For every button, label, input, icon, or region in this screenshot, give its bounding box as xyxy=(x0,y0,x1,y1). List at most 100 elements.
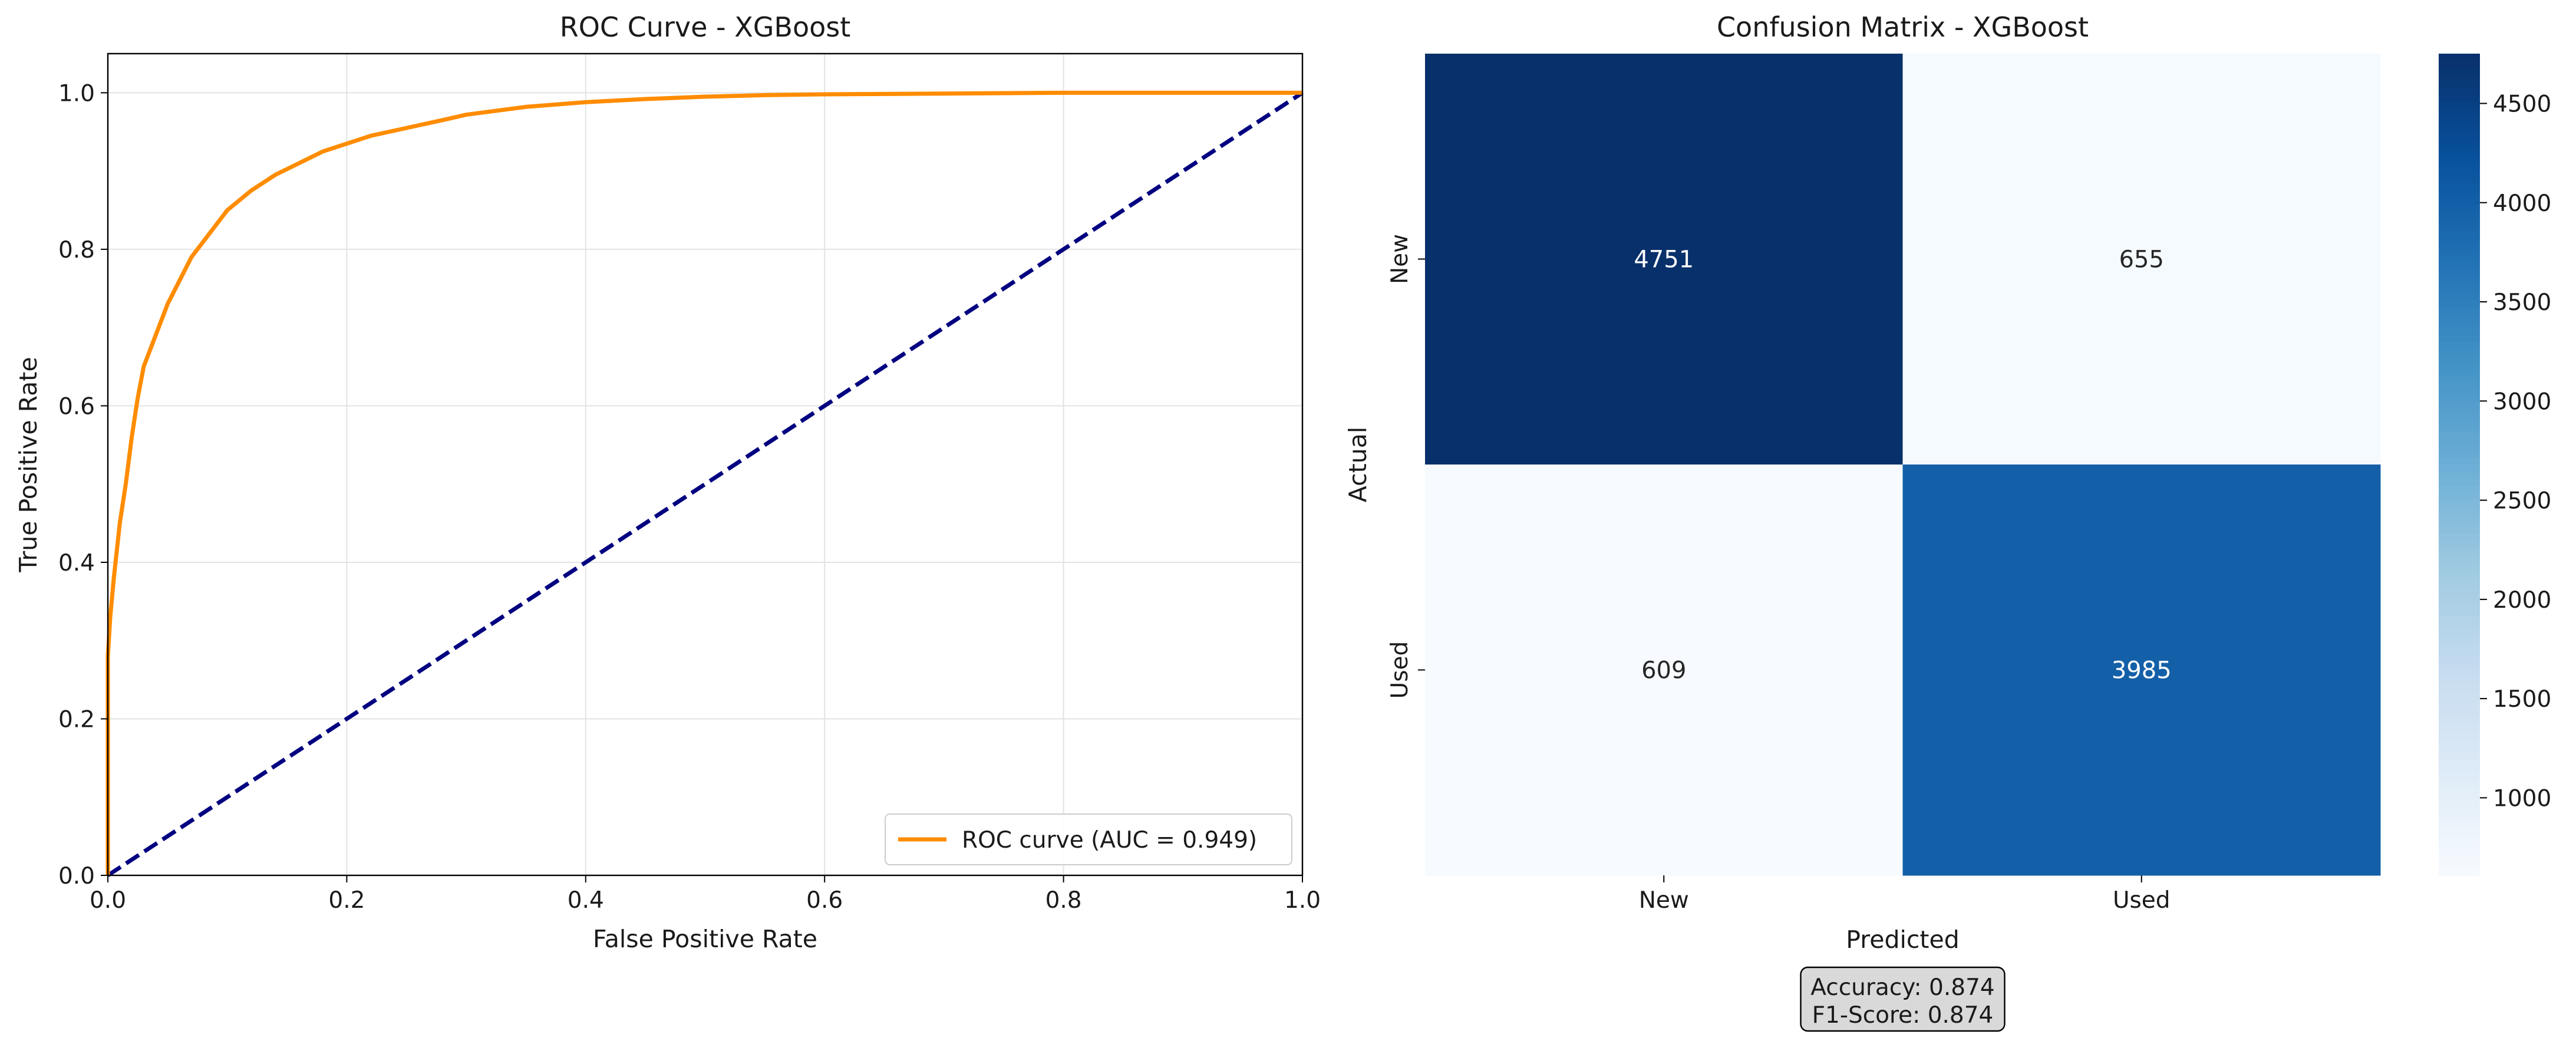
colorbar-segment xyxy=(2439,656,2480,664)
colorbar-segment xyxy=(2439,683,2480,691)
colorbar-segment xyxy=(2439,136,2480,143)
cm-y-tick-label: New xyxy=(1387,234,1413,284)
cm-x-axis-label: Predicted xyxy=(1846,925,1959,954)
colorbar-segment xyxy=(2439,122,2480,130)
colorbar-segment xyxy=(2439,588,2480,595)
colorbar-segment xyxy=(2439,704,2480,711)
roc-y-tick-label: 0.8 xyxy=(58,237,95,263)
colorbar-segment xyxy=(2439,717,2480,726)
colorbar-segment xyxy=(2439,450,2480,459)
colorbar-tick-label: 2000 xyxy=(2493,587,2551,614)
colorbar-segment xyxy=(2439,423,2480,431)
colorbar-segment xyxy=(2439,752,2480,760)
colorbar-segment xyxy=(2439,574,2480,582)
cm-cell xyxy=(1902,54,2381,465)
confusion-matrix-chart: Confusion Matrix - XGBoost 4751 655 609 398… xyxy=(1344,11,2551,1032)
colorbar-segment xyxy=(2439,635,2480,643)
colorbar-segment xyxy=(2439,183,2480,192)
colorbar-segment xyxy=(2439,581,2480,588)
roc-curve-line xyxy=(105,90,1302,875)
cm-y-tick-label: Used xyxy=(1387,641,1413,699)
colorbar-segment xyxy=(2439,101,2480,109)
colorbar-segment xyxy=(2439,471,2480,479)
colorbar-tick-label: 1000 xyxy=(2493,785,2551,812)
colorbar-segment xyxy=(2439,492,2480,499)
colorbar-segment xyxy=(2439,724,2480,732)
colorbar-segment xyxy=(2439,670,2480,677)
colorbar-segment xyxy=(2439,334,2480,342)
colorbar-segment xyxy=(2439,533,2480,541)
colorbar-segment xyxy=(2439,81,2480,88)
colorbar-segment xyxy=(2439,643,2480,650)
colorbar-segment xyxy=(2439,94,2480,103)
colorbar-segment xyxy=(2439,416,2480,424)
colorbar-segment xyxy=(2439,348,2480,355)
colorbar-tick-label: 2500 xyxy=(2493,488,2551,515)
colorbar-segment xyxy=(2439,628,2480,637)
colorbar-segment xyxy=(2439,286,2480,294)
colorbar-segment xyxy=(2439,793,2480,801)
colorbar-segment xyxy=(2439,54,2480,61)
random-baseline-line xyxy=(107,91,1304,877)
colorbar-segment xyxy=(2439,361,2480,370)
cm-cells: 4751 655 609 3985 xyxy=(1425,54,2381,876)
colorbar-tick-label: 4000 xyxy=(2493,190,2551,217)
colorbar-segment xyxy=(2439,732,2480,739)
colorbar-segment xyxy=(2439,615,2480,622)
colorbar-segment xyxy=(2439,554,2480,561)
colorbar-segment xyxy=(2439,368,2480,376)
colorbar-segment xyxy=(2439,327,2480,335)
colorbar xyxy=(2439,54,2480,876)
colorbar-segment xyxy=(2439,855,2480,862)
cm-x-ticks: New Used xyxy=(1639,875,2171,914)
roc-x-tick-label: 1.0 xyxy=(1284,887,1321,914)
colorbar-segment xyxy=(2439,485,2480,493)
cm-x-tick-label: Used xyxy=(2113,887,2171,914)
colorbar-segment xyxy=(2439,293,2480,301)
roc-x-tick-label: 0.2 xyxy=(328,887,365,914)
colorbar-segment xyxy=(2439,266,2480,274)
colorbar-segment xyxy=(2439,74,2480,82)
colorbar-segment xyxy=(2439,622,2480,630)
colorbar-segment xyxy=(2439,211,2480,219)
colorbar-segment xyxy=(2439,800,2480,808)
colorbar-segment xyxy=(2439,115,2480,123)
roc-y-ticks: 0.0 0.2 0.4 0.6 0.8 1.0 xyxy=(58,80,108,890)
cm-cell xyxy=(1902,465,2381,876)
colorbar-segment xyxy=(2439,437,2480,444)
colorbar-segment xyxy=(2439,608,2480,616)
colorbar-segment xyxy=(2439,779,2480,787)
colorbar-segment xyxy=(2439,190,2480,198)
roc-plot-area xyxy=(105,90,1304,877)
colorbar-segment xyxy=(2439,403,2480,410)
f1-score-label: F1-Score: 0.874 xyxy=(1812,1002,1994,1029)
colorbar-segment xyxy=(2439,307,2480,315)
colorbar-segment xyxy=(2439,156,2480,164)
cm-x-tick-label: New xyxy=(1639,887,1689,914)
colorbar-tick-label: 3500 xyxy=(2493,289,2551,316)
roc-axes-frame xyxy=(107,52,1304,877)
roc-chart-title: ROC Curve - XGBoost xyxy=(560,11,850,43)
cm-cell-value: 3985 xyxy=(2112,657,2172,684)
roc-y-tick-label: 0.2 xyxy=(58,706,95,733)
colorbar-segment xyxy=(2439,868,2480,876)
colorbar-segment xyxy=(2439,238,2480,246)
colorbar-segment xyxy=(2439,519,2480,527)
colorbar-segment xyxy=(2439,389,2480,397)
colorbar-segment xyxy=(2439,834,2480,842)
colorbar-segment xyxy=(2439,478,2480,486)
colorbar-segment xyxy=(2439,813,2480,821)
cm-y-axis-label: Actual xyxy=(1344,427,1372,502)
colorbar-segment xyxy=(2439,108,2480,116)
roc-x-tick-label: 0.0 xyxy=(90,887,126,914)
colorbar-segment xyxy=(2439,382,2480,390)
colorbar-segment xyxy=(2439,252,2480,260)
colorbar-segment xyxy=(2439,355,2480,363)
roc-x-tick-label: 0.4 xyxy=(568,887,604,914)
colorbar-segment xyxy=(2439,759,2480,766)
colorbar-segment xyxy=(2439,67,2480,75)
colorbar-segment xyxy=(2439,505,2480,513)
accuracy-label: Accuracy: 0.874 xyxy=(1810,974,1994,1001)
colorbar-segment xyxy=(2439,245,2480,253)
colorbar-segment xyxy=(2439,218,2480,226)
